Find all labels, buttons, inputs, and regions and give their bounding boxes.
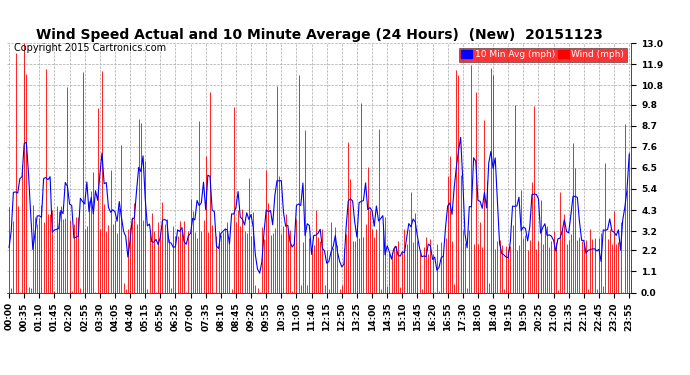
- Legend: 10 Min Avg (mph), Wind (mph): 10 Min Avg (mph), Wind (mph): [458, 48, 627, 62]
- Text: Copyright 2015 Cartronics.com: Copyright 2015 Cartronics.com: [14, 43, 166, 52]
- Title: Wind Speed Actual and 10 Minute Average (24 Hours)  (New)  20151123: Wind Speed Actual and 10 Minute Average …: [36, 28, 602, 42]
